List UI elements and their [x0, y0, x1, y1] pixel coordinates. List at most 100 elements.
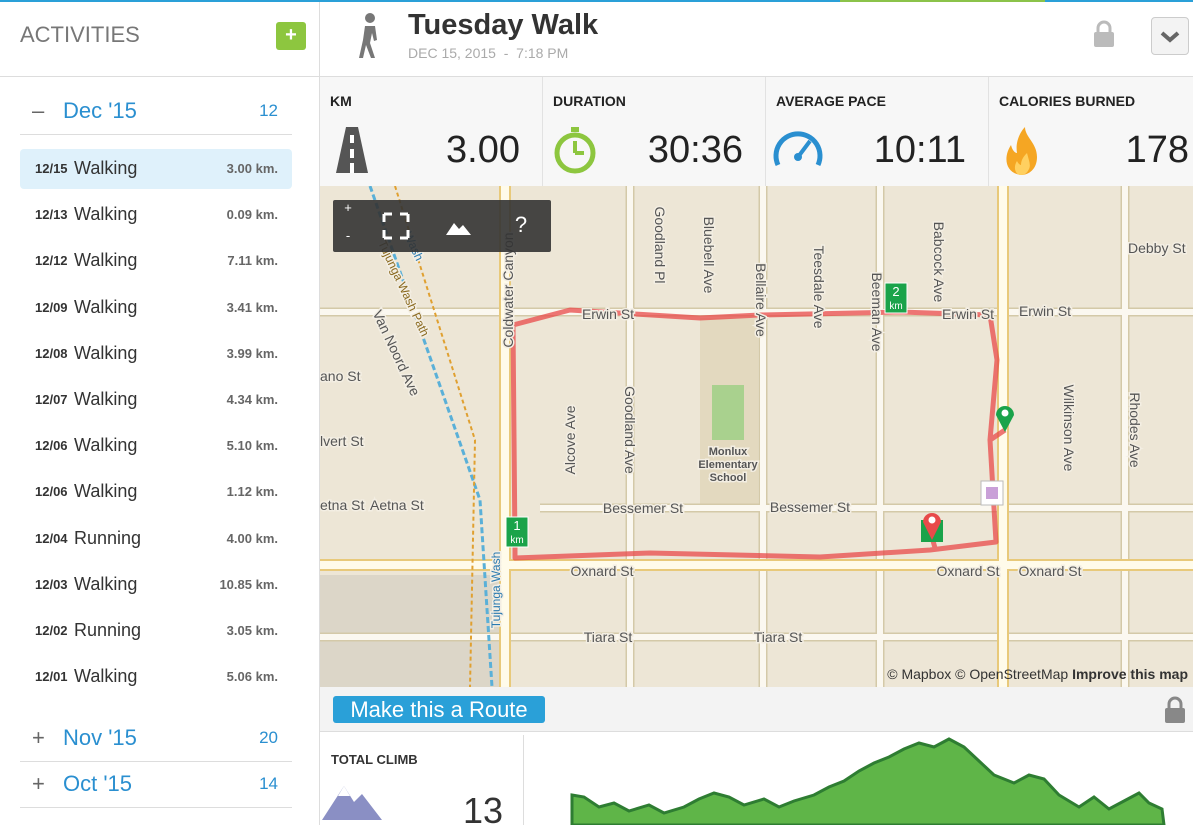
map-label: Aetna St	[370, 497, 424, 513]
month-label: Oct '15	[63, 771, 133, 797]
month-count: 20	[259, 728, 278, 748]
activity-type: Running	[74, 620, 142, 640]
fullscreen-button[interactable]	[382, 212, 410, 240]
map-label: Tiara St	[584, 629, 633, 645]
activity-row[interactable]: 12/02 Running 3.05 km.	[20, 611, 292, 651]
stat-label: AVERAGE PACE	[776, 93, 886, 109]
month-toggle: –	[32, 98, 45, 123]
map-label: Rhodes Ave	[1127, 392, 1143, 467]
top-bar-accent	[840, 0, 1045, 2]
month-header[interactable]: – Dec '15 12	[20, 88, 292, 135]
month-label: Nov '15	[63, 725, 137, 751]
activity-date: 12/06	[35, 438, 68, 454]
km-number: 1	[513, 518, 520, 533]
activity-date: 12/03	[35, 576, 68, 592]
activity-distance: 3.00 km.	[226, 161, 278, 176]
activity-row[interactable]: 12/13 Walking 0.09 km.	[20, 195, 292, 235]
activity-row[interactable]: 12/08 Walking 3.99 km.	[20, 334, 292, 374]
map-label: Tujunga Wash	[489, 552, 503, 628]
help-button[interactable]: ?	[515, 212, 527, 237]
activity-row[interactable]: 12/09 Walking 3.41 km.	[20, 288, 292, 328]
activity-row[interactable]: 12/01 Walking 5.06 km.	[20, 657, 292, 697]
map-label: Alcove Ave	[562, 405, 578, 474]
stat-icon	[1006, 127, 1037, 175]
activity-distance: 4.00 km.	[226, 530, 278, 546]
zoom-out[interactable]: -	[346, 228, 350, 243]
activity-date: DEC 15, 2015 - 7:18 PM	[408, 45, 569, 61]
divider	[523, 735, 524, 825]
top-bar	[1045, 0, 1193, 2]
map-label: lvert St	[320, 433, 364, 449]
km-marker[interactable]: 2 km	[884, 282, 908, 314]
map-label: Beeman Ave	[869, 272, 885, 351]
activity-date: 12/13	[35, 207, 68, 223]
lock-icon[interactable]	[1092, 20, 1116, 48]
major-roads	[320, 186, 1193, 687]
activity-distance: 10.85 km.	[219, 576, 278, 592]
stat-cell: KM 3.00	[320, 77, 543, 186]
zoom-in[interactable]: +	[344, 200, 352, 215]
activity-row[interactable]: 12/06 Walking 5.10 km.	[20, 426, 292, 466]
climb-label: TOTAL CLIMB	[331, 752, 418, 767]
path	[394, 186, 477, 687]
map-label: Teesdale Ave	[811, 245, 827, 328]
map-label: Bessemer St	[770, 499, 850, 515]
activity-date: 12/09	[35, 299, 68, 315]
month-header[interactable]: + Oct '15 14	[20, 761, 292, 809]
lock-icon[interactable]	[1163, 696, 1187, 724]
map-label: Oxnard St	[570, 563, 633, 579]
month-label: Dec '15	[63, 98, 137, 123]
terrain-button[interactable]	[446, 223, 471, 235]
map-label: Goodland Pl	[652, 206, 668, 283]
stat-icon	[773, 131, 823, 167]
activity-date: 12/01	[35, 669, 68, 685]
month-count: 12	[259, 101, 278, 120]
activity-date: 12/06	[35, 484, 68, 500]
map-label: Bluebell Ave	[701, 217, 717, 294]
map-label: Coldwater Canyon	[500, 232, 516, 347]
activity-distance: 4.34 km.	[226, 392, 278, 407]
activity-type: Walking	[74, 481, 138, 502]
activity-distance: 0.09 km.	[226, 207, 278, 223]
map-label: Oxnard St	[936, 563, 999, 579]
attribution-mapbox[interactable]: © Mapbox	[887, 666, 951, 682]
map-label: Tiara St	[754, 629, 803, 645]
stats-bar: KM 3.00 DURATION 30:36 AVERAGE PACE 10:11 CALO…	[320, 77, 1193, 186]
activity-distance: 3.05 km.	[226, 623, 278, 638]
add-button[interactable]: +	[276, 22, 306, 50]
activity-row[interactable]: 12/12 Walking 7.11 km.	[20, 241, 292, 281]
end-pin[interactable]	[923, 513, 941, 540]
km-unit: km	[510, 535, 523, 546]
map-label: Wilkinson Ave	[1061, 385, 1077, 472]
map-label: Erwin St	[942, 306, 994, 322]
activity-row[interactable]: 12/03 Walking 10.85 km.	[20, 565, 292, 605]
map-label: Bessemer St	[603, 500, 683, 516]
activity-distance: 1.12 km.	[226, 484, 278, 500]
activity-row[interactable]: 12/07 Walking 4.34 km.	[20, 380, 292, 420]
make-route-button[interactable]: Make this a Route	[333, 696, 545, 723]
activity-distance: 5.06 km.	[226, 669, 278, 685]
month-header[interactable]: + Nov '15 20	[20, 715, 292, 763]
top-bar	[0, 0, 840, 2]
activity-row[interactable]: 12/06 Walking 1.12 km.	[20, 472, 292, 512]
km-number: 2	[892, 284, 899, 299]
activity-row[interactable]: 12/04 Running 4.00 km.	[20, 519, 292, 559]
stat-cell: AVERAGE PACE 10:11	[766, 77, 989, 186]
km-unit: km	[889, 301, 902, 312]
elevation-area	[570, 737, 1166, 825]
start-pin[interactable]	[996, 406, 1014, 432]
stat-value: 178	[1125, 129, 1189, 171]
activity-type: Walking	[74, 204, 138, 225]
attribution-improve[interactable]: Improve this map	[1072, 666, 1188, 682]
map[interactable]: Erwin St Erwin St Erwin St Oxnard St Oxn…	[320, 186, 1193, 687]
activity-type: Running	[74, 527, 142, 548]
sidebar: ACTIVITIES + – Dec '15 12 12/15 Walking 3.00 …	[0, 2, 320, 825]
attribution-osm[interactable]: © OpenStreetMap	[955, 666, 1068, 682]
map-label: etna St	[320, 497, 364, 513]
dropdown-button[interactable]	[1151, 17, 1189, 55]
km-marker[interactable]: 1 km	[505, 516, 529, 548]
climb-value: 13	[462, 790, 503, 825]
map-label: Babcock Ave	[931, 222, 947, 303]
activity-row[interactable]: 12/15 Walking 3.00 km.	[20, 149, 292, 189]
